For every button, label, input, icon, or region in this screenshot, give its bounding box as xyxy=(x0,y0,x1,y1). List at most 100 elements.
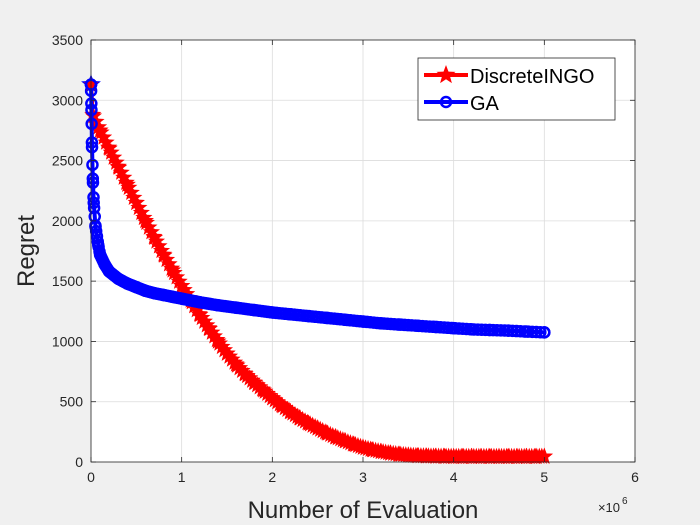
data-point-ga xyxy=(465,323,479,336)
series-marker-discreteingo xyxy=(142,223,160,240)
data-point-discreteingo xyxy=(354,438,372,455)
series-marker-ga xyxy=(85,141,99,154)
y-tick-label: 3000 xyxy=(52,92,83,108)
y-tick-label: 3500 xyxy=(52,32,83,48)
series-marker-discreteingo xyxy=(241,369,259,386)
data-point-discreteingo xyxy=(408,446,426,464)
legend-label-discreteingo: DiscreteINGO xyxy=(470,66,594,88)
data-point-discreteingo xyxy=(118,175,136,192)
data-point-ga xyxy=(89,220,102,234)
series-marker-discreteingo xyxy=(95,128,113,145)
series-marker-ga xyxy=(86,176,100,189)
data-point-ga xyxy=(320,311,333,325)
data-point-ga xyxy=(374,317,388,330)
x-exponent-base: ×10 xyxy=(598,500,620,515)
x-tick-label: 0 xyxy=(87,469,95,485)
data-point-discreteingo xyxy=(109,157,127,174)
series-marker-discreteingo xyxy=(152,241,171,259)
data-point-ga xyxy=(229,301,243,314)
data-point-ga xyxy=(338,313,352,326)
data-point-ga xyxy=(85,136,99,149)
series-marker-discreteingo xyxy=(150,237,168,254)
data-point-discreteingo xyxy=(345,435,363,452)
legend-star-marker xyxy=(436,65,456,84)
series-marker-discreteingo xyxy=(115,168,133,185)
data-point-discreteingo xyxy=(290,408,309,426)
series-marker-discreteingo xyxy=(188,301,206,318)
series-marker-discreteingo xyxy=(198,316,216,333)
series-marker-discreteingo xyxy=(132,203,150,221)
data-point-discreteingo xyxy=(127,193,145,211)
data-point-discreteingo xyxy=(454,447,472,464)
legend-box xyxy=(417,57,616,121)
data-point-discreteingo xyxy=(164,261,182,278)
data-point-discreteingo xyxy=(463,447,481,464)
data-point-discreteingo xyxy=(372,442,390,460)
series-marker-discreteingo xyxy=(170,272,188,289)
data-point-discreteingo xyxy=(417,447,436,464)
data-point-discreteingo xyxy=(281,402,300,420)
data-point-ga xyxy=(111,272,125,285)
y-tick-label: 500 xyxy=(60,394,84,410)
x-tick-label: 6 xyxy=(631,469,639,485)
data-point-ga xyxy=(266,306,279,319)
series-marker-ga xyxy=(86,158,99,172)
data-point-ga xyxy=(193,295,207,309)
series-marker-discreteingo xyxy=(160,255,178,272)
series-marker-discreteingo xyxy=(97,133,115,150)
data-point-ga xyxy=(483,323,497,337)
data-point-discreteingo xyxy=(327,428,345,445)
legend-label-ga: GA xyxy=(470,93,500,115)
data-point-ga xyxy=(102,265,116,278)
data-point-discreteingo xyxy=(499,447,517,464)
series-marker-ga xyxy=(534,325,547,339)
x-tick-label: 3 xyxy=(359,469,367,485)
data-point-ga xyxy=(85,103,98,117)
data-point-discreteingo xyxy=(336,431,354,449)
data-point-ga xyxy=(501,324,515,337)
data-point-ga xyxy=(447,321,460,335)
data-point-discreteingo xyxy=(508,447,526,464)
x-tick-label: 2 xyxy=(268,469,276,485)
y-tick-label: 0 xyxy=(75,454,83,470)
x-tick-label: 1 xyxy=(178,469,186,485)
data-point-discreteingo xyxy=(227,355,245,372)
data-point-ga xyxy=(86,172,100,185)
x-tick-label: 5 xyxy=(540,469,548,485)
data-point-discreteingo xyxy=(91,121,109,138)
data-point-discreteingo xyxy=(390,445,408,462)
y-tick-label: 1000 xyxy=(52,333,83,349)
y-tick-label: 2500 xyxy=(52,153,83,169)
data-point-discreteingo xyxy=(254,381,272,398)
series-marker-ga xyxy=(85,117,98,131)
series-marker-discreteingo xyxy=(205,327,223,344)
x-axis-label: Number of Evaluation xyxy=(248,497,479,524)
data-point-discreteingo xyxy=(136,211,154,229)
series-marker-discreteingo xyxy=(215,341,234,358)
series-marker-discreteingo xyxy=(105,148,123,165)
data-point-discreteingo xyxy=(481,447,499,464)
data-point-discreteingo xyxy=(381,444,399,461)
data-point-discreteingo xyxy=(100,139,118,156)
data-point-ga xyxy=(247,303,261,317)
data-point-ga xyxy=(519,325,533,338)
series-marker-discreteingo xyxy=(107,153,125,170)
data-point-discreteingo xyxy=(191,305,209,323)
x-exponent-power: 6 xyxy=(622,496,628,507)
data-point-ga xyxy=(356,315,370,328)
y-axis-label: Regret xyxy=(13,215,40,287)
series-marker-ga xyxy=(87,201,101,215)
data-point-ga xyxy=(87,196,100,210)
data-point-ga xyxy=(538,326,551,339)
x-tick-label: 4 xyxy=(450,469,458,485)
data-point-discreteingo xyxy=(300,414,318,431)
data-point-ga xyxy=(175,292,188,305)
data-point-discreteingo xyxy=(445,447,463,464)
data-point-discreteingo xyxy=(490,447,508,464)
data-point-discreteingo xyxy=(236,364,254,382)
data-point-ga xyxy=(284,308,297,321)
legend-circle-marker xyxy=(439,95,453,109)
data-point-discreteingo xyxy=(245,373,263,390)
